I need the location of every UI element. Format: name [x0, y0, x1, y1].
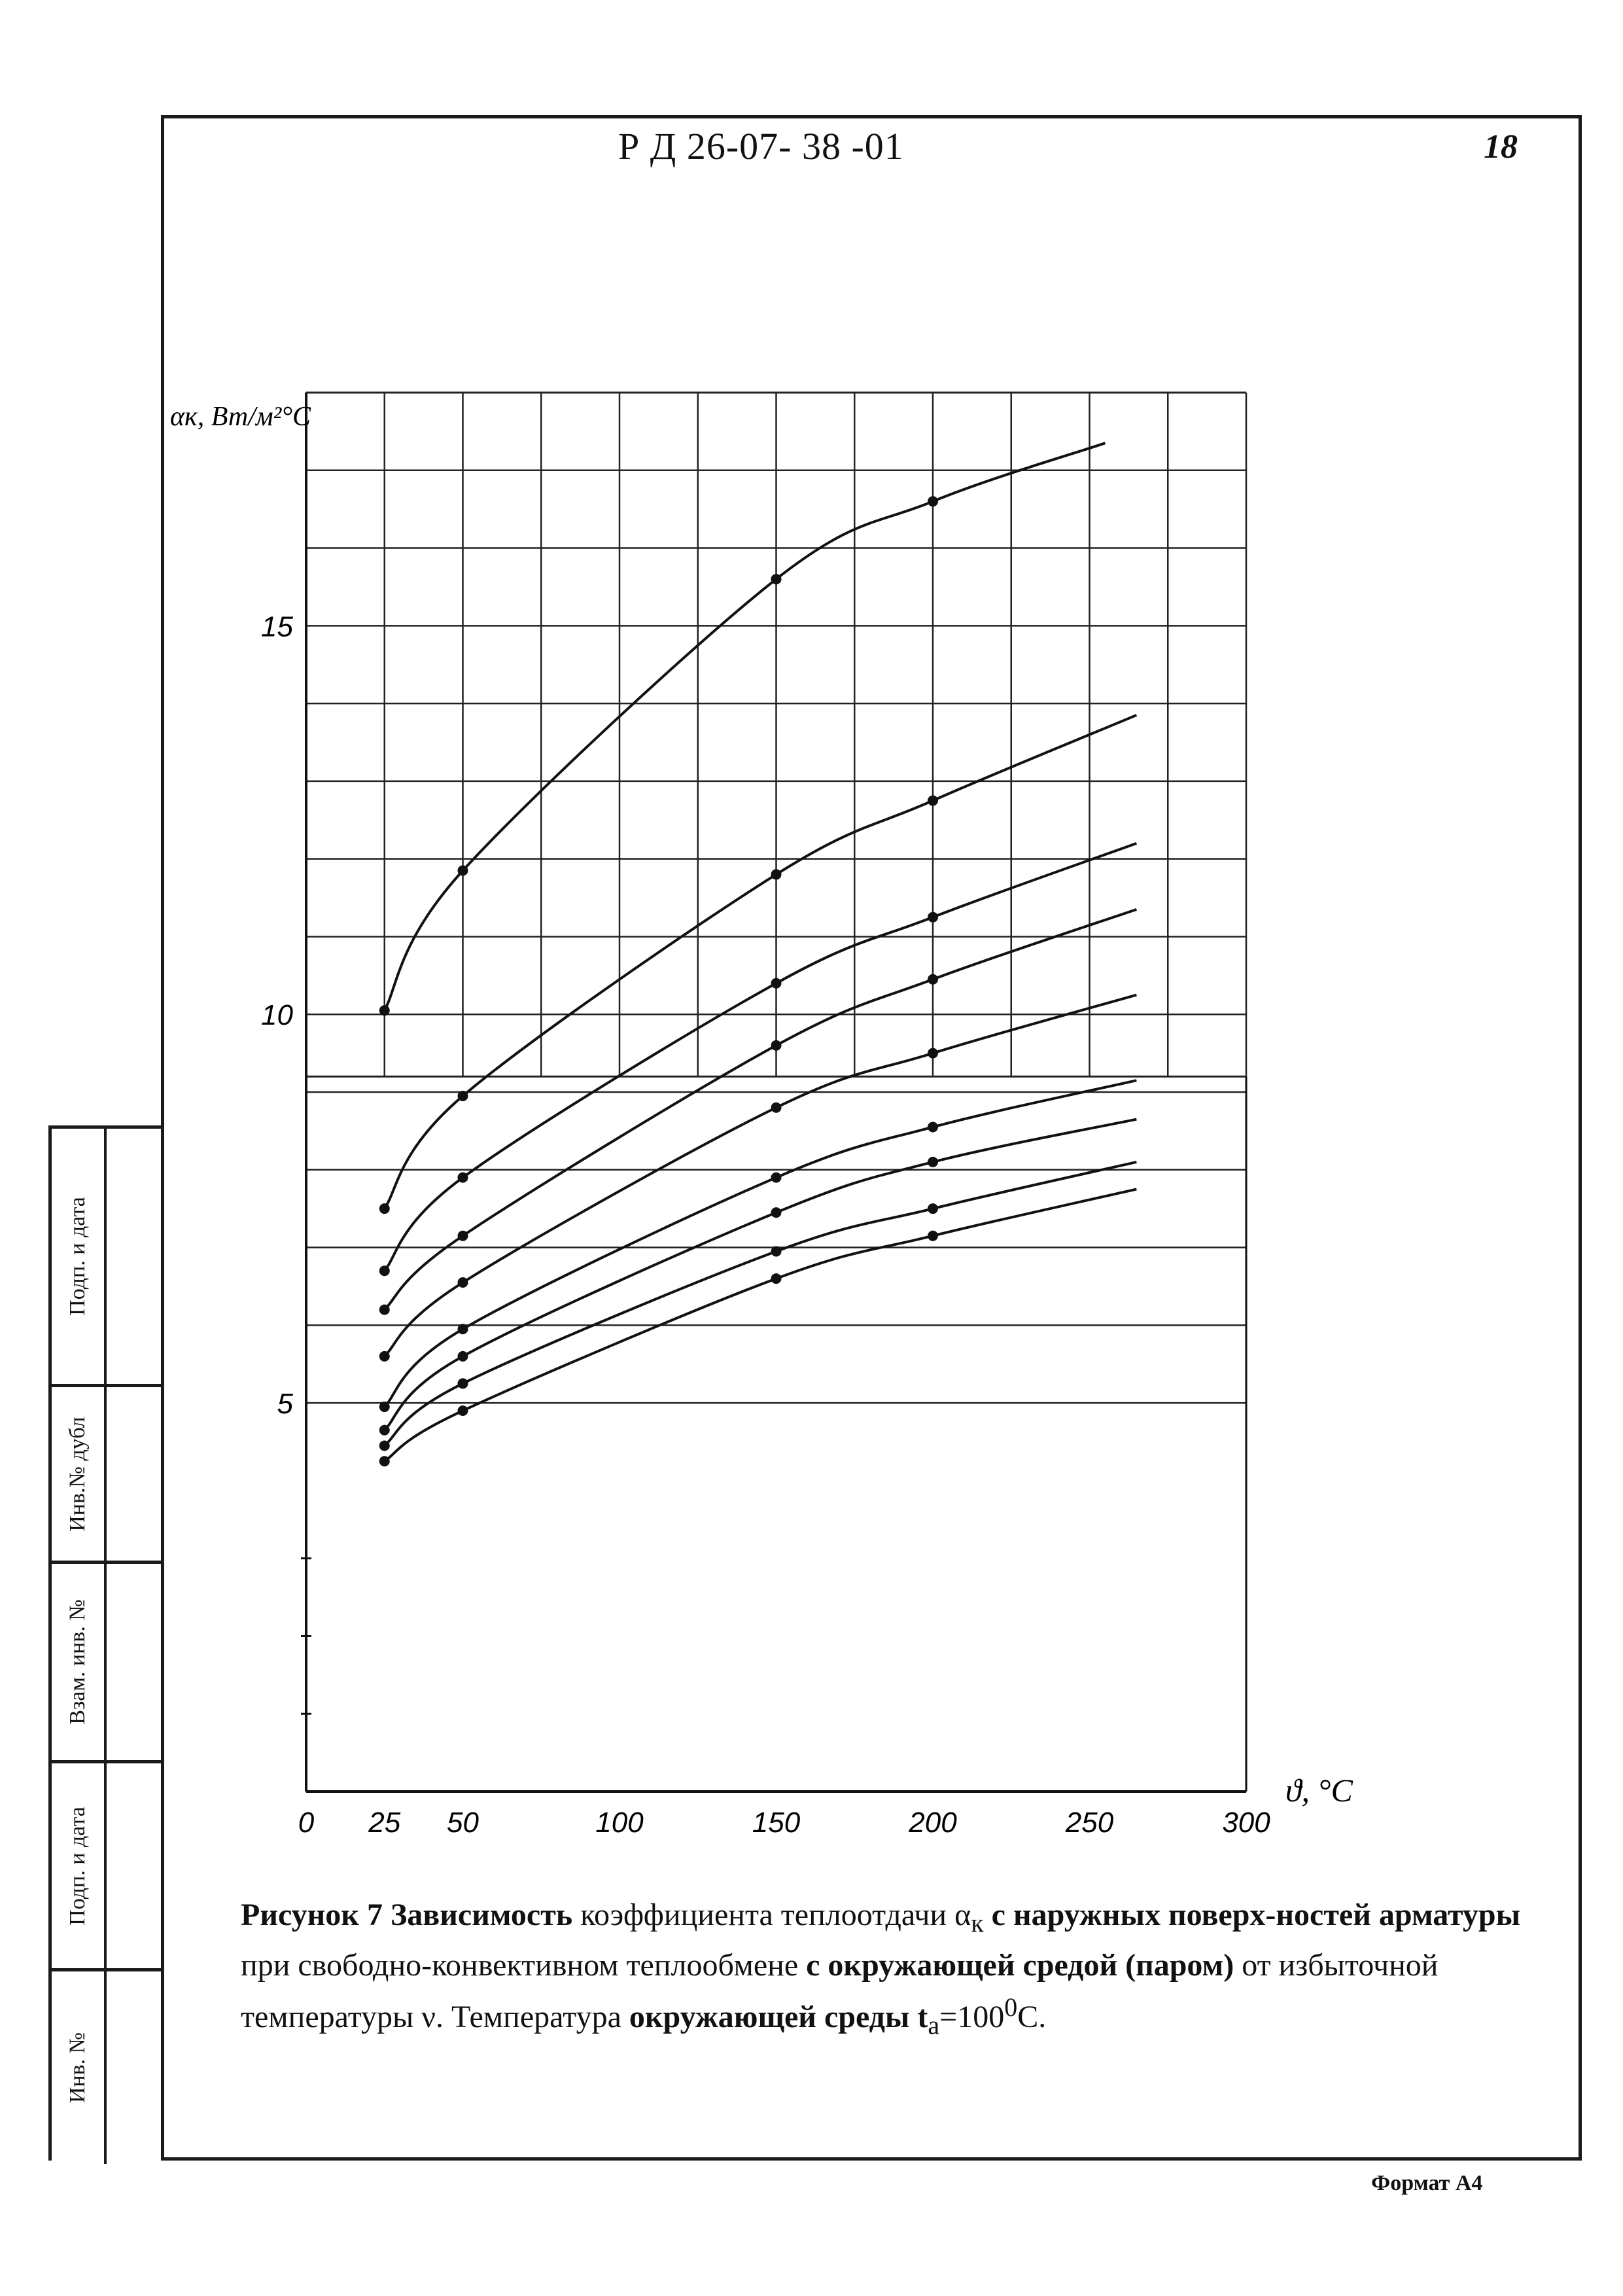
stamp-cell-2: Инв.№ дубл [52, 1387, 161, 1564]
x-axis-label: ϑ, °C [1285, 1772, 1353, 1809]
data-point [379, 1005, 390, 1016]
series-line-3 [383, 842, 1138, 1272]
x-tick-label: 300 [1222, 1807, 1270, 1839]
y-axis-label: αк, Вт/м²°С [170, 402, 311, 432]
data-point [379, 1265, 390, 1277]
data-point [928, 1203, 938, 1214]
data-point [771, 574, 782, 585]
caption-part: от избыточной температуры ν. Температура [241, 1947, 1439, 2034]
caption-part: с наружных поверх-ностей арматуры [991, 1898, 1521, 1932]
data-point [928, 974, 938, 985]
data-point [771, 1040, 782, 1051]
stamp-cell-4: Подп. и дата [52, 1763, 161, 1971]
data-point [928, 1156, 938, 1167]
x-tick-label: 100 [595, 1807, 644, 1839]
data-point [928, 911, 938, 923]
data-point [457, 1277, 468, 1288]
data-point [928, 795, 938, 806]
data-point [457, 1324, 468, 1335]
y-tick-label: 15 [261, 610, 293, 643]
data-point [379, 1304, 390, 1315]
caption-part: с окружающей средой (паром) [806, 1947, 1234, 1983]
data-point [928, 496, 938, 507]
y-tick-label: 10 [261, 999, 293, 1031]
stamp-cell-1: Подп. и дата [52, 1129, 161, 1387]
data-point [379, 1402, 390, 1413]
x-tick-label: 25 [368, 1807, 400, 1839]
data-point [771, 869, 782, 880]
stamp-cell-5: Инв. № [52, 1971, 161, 2164]
series-line-2 [383, 714, 1138, 1210]
series-line-5 [383, 993, 1137, 1358]
series-line-1 [383, 442, 1106, 1012]
page-frame [161, 115, 1582, 2161]
data-point [379, 1351, 390, 1362]
data-point [771, 1102, 782, 1113]
x-tick-label: 0 [298, 1807, 315, 1839]
caption-part: Зависимость [390, 1898, 573, 1932]
caption-part: окружающей среды t [629, 1999, 928, 2034]
data-point [928, 1230, 938, 1241]
series-line-4 [383, 908, 1137, 1311]
data-point [457, 1351, 468, 1362]
x-tick-label: 150 [752, 1807, 801, 1839]
format-label: Формат А4 [1371, 2171, 1483, 2195]
caption-part: =100 [939, 1999, 1005, 2034]
caption-figure: Рисунок 7 [241, 1898, 383, 1932]
data-point [928, 1048, 938, 1059]
series-line-6 [383, 1079, 1137, 1408]
data-point [379, 1424, 390, 1436]
stamp-cell-3: Взам. инв. № [52, 1564, 161, 1763]
data-point [379, 1456, 390, 1467]
caption-sup: 0 [1004, 1992, 1018, 2022]
data-point [771, 1172, 782, 1183]
data-point [771, 1207, 782, 1218]
data-point [457, 1405, 468, 1416]
caption-sub: a [928, 2010, 940, 2040]
x-tick-label: 200 [908, 1807, 957, 1839]
side-stamp: Подп. и дата Инв.№ дубл Взам. инв. № Под… [48, 1125, 161, 2164]
y-tick-label: 5 [277, 1388, 294, 1420]
data-point [928, 1122, 938, 1133]
data-point [771, 978, 782, 989]
data-point [771, 1273, 782, 1284]
data-point [457, 1172, 468, 1183]
page-number: 18 [1484, 128, 1518, 166]
caption-part: коэффициента теплоотдачи [580, 1898, 947, 1932]
caption-part: при свободно-конвективном теплообмене [241, 1947, 799, 1983]
data-point [379, 1440, 390, 1451]
data-point [457, 1090, 468, 1101]
x-tick-label: 50 [447, 1807, 479, 1839]
series-line-7 [383, 1118, 1137, 1432]
x-tick-label: 250 [1065, 1807, 1114, 1839]
data-point [457, 1378, 468, 1389]
data-point [771, 1246, 782, 1257]
data-point [457, 865, 468, 876]
document-code: Р Д 26-07- 38 -01 [618, 125, 904, 168]
data-point [457, 1230, 468, 1241]
caption-part: αк [954, 1898, 984, 1938]
figure-caption: Рисунок 7 Зависимость коэффициента тепло… [241, 1894, 1523, 2046]
data-point [379, 1203, 390, 1214]
caption-part: C. [1017, 1999, 1047, 2034]
